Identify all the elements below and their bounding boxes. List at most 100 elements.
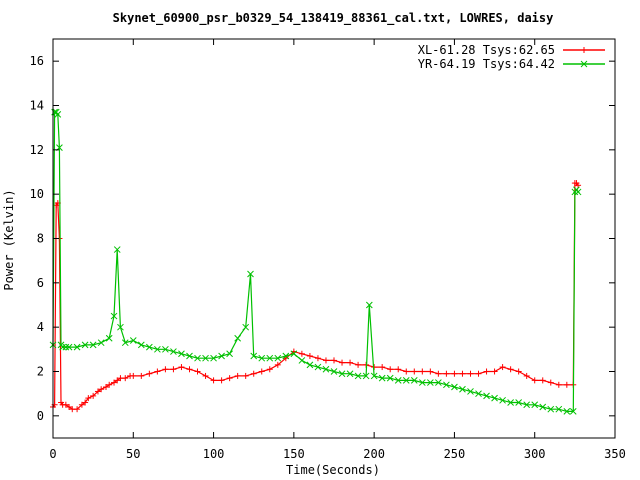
- data-point-0: [403, 368, 410, 375]
- data-point-0: [306, 352, 313, 359]
- data-point-1: [574, 188, 582, 196]
- data-point-1: [298, 357, 306, 364]
- data-point-0: [531, 377, 538, 384]
- data-point-0: [62, 401, 69, 408]
- x-tick-label: 50: [126, 447, 140, 461]
- data-point-1: [394, 377, 402, 384]
- data-point-0: [66, 403, 73, 410]
- series-line-1: [52, 111, 579, 412]
- data-point-0: [419, 368, 426, 375]
- data-point-1: [539, 403, 547, 411]
- data-point-0: [78, 401, 85, 408]
- data-point-0: [475, 370, 482, 377]
- data-point-0: [162, 366, 169, 373]
- data-point-0: [242, 372, 249, 379]
- data-point-0: [387, 366, 394, 373]
- data-point-0: [258, 368, 265, 375]
- data-point-0: [226, 375, 233, 382]
- y-tick-label: 2: [37, 365, 44, 379]
- data-point-0: [194, 368, 201, 375]
- data-point-0: [515, 368, 522, 375]
- legend-marker-shape-1: [580, 60, 588, 68]
- data-point-1: [247, 270, 254, 278]
- data-point-1: [338, 370, 346, 378]
- x-tick-label: 250: [444, 447, 466, 461]
- chart-title: Skynet_60900_psr_b0329_54_138419_88361_c…: [113, 11, 554, 26]
- data-point-1: [523, 401, 531, 409]
- data-point-1: [491, 394, 498, 402]
- legend-marker-yr: [580, 60, 588, 68]
- data-point-1: [435, 379, 442, 386]
- data-point-1: [322, 365, 330, 373]
- data-point-1: [266, 354, 274, 362]
- data-point-1: [370, 372, 378, 380]
- data-point-0: [266, 366, 273, 373]
- x-tick-label: 100: [203, 447, 225, 461]
- data-point-1: [274, 354, 282, 362]
- data-point-0: [186, 366, 193, 373]
- data-point-0: [355, 361, 362, 368]
- data-point-0: [111, 379, 118, 386]
- legend-marker-xl: [581, 47, 587, 53]
- data-point-1: [117, 323, 124, 331]
- data-point-0: [138, 372, 145, 379]
- y-axis-label: Power (Kelvin): [2, 189, 16, 290]
- tick-labels-layer: 0 50 100 150 200 250 300 350 0 2 4 6 8 10 12 14 16: [30, 54, 626, 461]
- data-point-1: [569, 408, 577, 415]
- data-point-1: [418, 379, 426, 386]
- data-point-0: [459, 370, 466, 377]
- y-tick-label: 8: [37, 232, 44, 246]
- data-point-0: [499, 364, 506, 371]
- data-point-1: [137, 341, 145, 349]
- data-point-1: [451, 383, 458, 391]
- y-tick-label: 10: [30, 187, 44, 201]
- data-point-0: [218, 377, 225, 384]
- data-point-1: [563, 408, 571, 415]
- data-point-1: [226, 350, 233, 358]
- data-point-0: [563, 381, 570, 388]
- data-point-0: [130, 372, 137, 379]
- data-point-1: [242, 323, 250, 331]
- data-point-1: [531, 401, 539, 409]
- data-point-1: [386, 374, 394, 382]
- data-point-1: [507, 399, 514, 406]
- data-point-0: [122, 375, 129, 382]
- y-tick-label: 0: [37, 409, 44, 423]
- data-point-1: [145, 343, 153, 351]
- data-point-1: [110, 312, 118, 320]
- data-point-0: [331, 357, 337, 364]
- data-point-0: [555, 381, 562, 388]
- data-point-1: [354, 372, 362, 380]
- data-point-0: [575, 182, 582, 189]
- data-point-1: [483, 392, 490, 400]
- data-point-1: [154, 345, 161, 353]
- data-point-1: [59, 343, 66, 351]
- data-point-0: [274, 361, 281, 368]
- x-tick-label: 350: [604, 447, 626, 461]
- data-point-0: [234, 372, 241, 379]
- data-point-1: [186, 352, 193, 360]
- data-point-0: [467, 370, 474, 377]
- data-point-0: [210, 377, 217, 384]
- data-point-0: [339, 359, 346, 366]
- data-point-1: [81, 341, 89, 349]
- data-point-0: [90, 392, 97, 399]
- data-point-1: [547, 405, 555, 413]
- data-point-1: [202, 354, 209, 362]
- data-point-0: [82, 399, 89, 406]
- data-point-1: [330, 368, 338, 375]
- data-point-0: [411, 368, 418, 375]
- data-point-1: [54, 111, 62, 118]
- x-tick-label: 0: [49, 447, 56, 461]
- y-tick-label: 6: [37, 276, 44, 290]
- data-point-0: [483, 368, 490, 375]
- data-point-0: [539, 377, 546, 384]
- y-tick-label: 14: [30, 99, 44, 113]
- data-point-1: [89, 341, 97, 349]
- data-point-0: [202, 372, 209, 379]
- data-point-0: [491, 368, 498, 375]
- data-point-1: [410, 377, 418, 384]
- data-point-0: [547, 379, 554, 386]
- x-tick-label: 150: [283, 447, 305, 461]
